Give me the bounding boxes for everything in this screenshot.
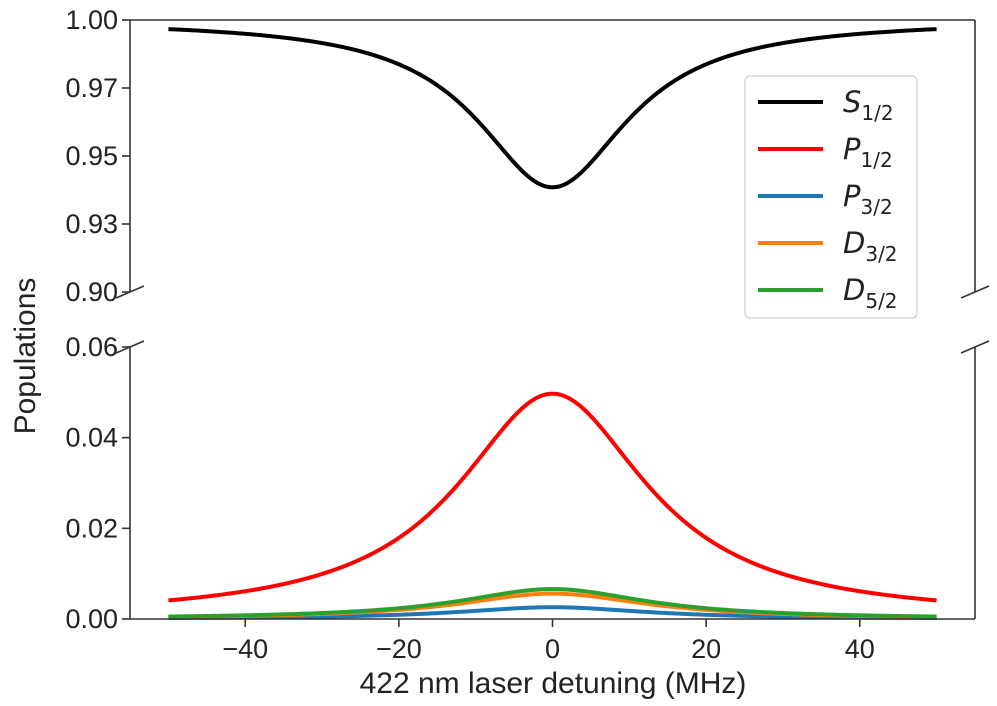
axis-break-mark bbox=[960, 285, 990, 299]
upper-y-tick-label: 0.95 bbox=[65, 141, 118, 171]
series-line-p-1-2 bbox=[168, 391, 937, 603]
y-axis-label: Populations bbox=[9, 278, 42, 435]
upper-y-tick-label: 1.00 bbox=[65, 5, 118, 35]
legend: S1/2P1/2P3/2D3/2D5/2 bbox=[744, 75, 918, 319]
upper-y-tick-label: 0.97 bbox=[65, 73, 118, 103]
lower-y-tick-label: 0.04 bbox=[65, 423, 118, 453]
series-line-s-1-2 bbox=[168, 27, 937, 190]
upper-panel: 0.90 0.93 0.95 0.97 1.00 bbox=[65, 5, 990, 307]
upper-y-tick-label: 0.93 bbox=[65, 209, 118, 239]
lower-y-tick-label: 0.00 bbox=[65, 604, 118, 634]
legend-subscript: 5/2 bbox=[865, 289, 897, 313]
legend-box bbox=[744, 75, 918, 319]
lower-y-tick-label: 0.02 bbox=[65, 513, 118, 543]
x-tick-label: 0 bbox=[545, 634, 560, 664]
lower-panel: 0.00 0.02 0.04 0.06 bbox=[65, 332, 990, 634]
x-axis: −40 −20 0 20 40 bbox=[222, 619, 875, 664]
legend-subscript: 3/2 bbox=[861, 195, 893, 219]
x-tick-label: 40 bbox=[845, 634, 875, 664]
x-tick-label: −20 bbox=[376, 634, 422, 664]
series-line-d-5-2 bbox=[168, 587, 937, 619]
x-tick-label: 20 bbox=[691, 634, 721, 664]
lower-y-tick-label: 0.06 bbox=[65, 332, 118, 362]
legend-subscript: 3/2 bbox=[865, 242, 897, 266]
axis-break-mark bbox=[960, 340, 990, 354]
legend-subscript: 1/2 bbox=[861, 101, 893, 125]
x-axis-label: 422 nm laser detuning (MHz) bbox=[360, 667, 747, 700]
series-line-p-3-2 bbox=[168, 605, 937, 621]
legend-subscript: 1/2 bbox=[861, 148, 893, 172]
upper-y-tick-label: 0.90 bbox=[65, 277, 118, 307]
x-tick-label: −40 bbox=[222, 634, 268, 664]
